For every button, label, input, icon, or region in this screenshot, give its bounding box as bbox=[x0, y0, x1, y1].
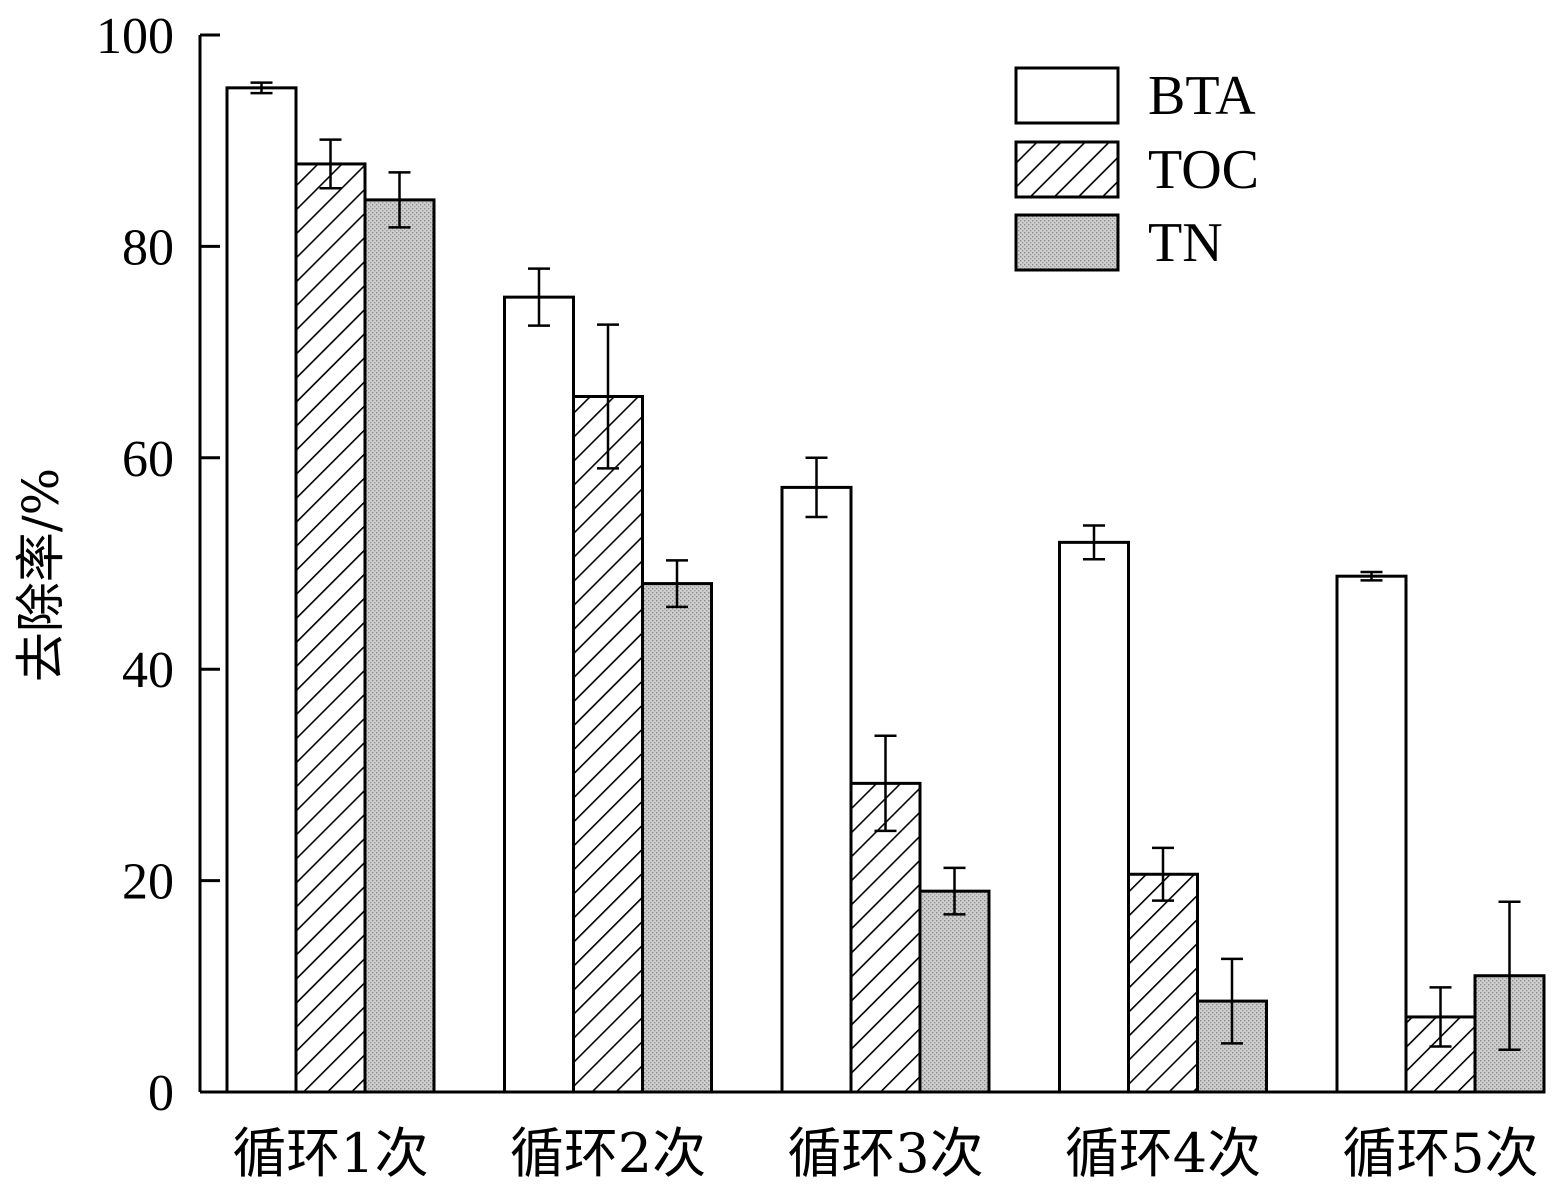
y-tick-label: 80 bbox=[122, 219, 174, 276]
legend-label-bta: BTA bbox=[1148, 65, 1256, 127]
bar-tn-1 bbox=[363, 198, 436, 1094]
bar-toc-1 bbox=[294, 162, 367, 1094]
y-tick-label: 100 bbox=[96, 8, 174, 65]
x-categories-group: 循环1次 循环2次 循环3次 循环4次 循环5次 bbox=[232, 1122, 1538, 1185]
x-category-label: 循环1次 bbox=[232, 1122, 428, 1185]
bar-bta-2 bbox=[503, 295, 575, 1094]
y-tick-label: 20 bbox=[122, 854, 174, 911]
y-ticks-group: 0 20 40 60 80 100 bbox=[96, 8, 220, 1122]
legend-label-toc: TOC bbox=[1148, 139, 1259, 201]
y-tick-label: 40 bbox=[122, 642, 174, 699]
legend-swatch-toc bbox=[1014, 140, 1120, 199]
bar-tn-3 bbox=[918, 889, 991, 1094]
x-category-label: 循环4次 bbox=[1065, 1122, 1261, 1185]
error-bars-group bbox=[250, 81, 1521, 1051]
bar-bta-1 bbox=[225, 86, 298, 1094]
bar-bta-4 bbox=[1058, 540, 1130, 1094]
y-tick-label: 60 bbox=[122, 431, 174, 488]
bar-tn-2 bbox=[641, 582, 713, 1094]
bar-bta-3 bbox=[780, 485, 853, 1094]
x-category-label: 循环3次 bbox=[787, 1122, 983, 1185]
y-axis-label: 去除率/% bbox=[12, 468, 70, 682]
legend-swatch-bta bbox=[1014, 66, 1120, 125]
bar-toc-2 bbox=[572, 394, 644, 1094]
bar-bta-5 bbox=[1335, 574, 1408, 1094]
legend-swatch-tn bbox=[1014, 213, 1120, 272]
legend: BTA TOC TN bbox=[1014, 65, 1259, 274]
legend-label-tn: TN bbox=[1148, 212, 1223, 274]
bars-group bbox=[225, 86, 1546, 1094]
x-category-label: 循环5次 bbox=[1342, 1122, 1538, 1185]
x-category-label: 循环2次 bbox=[510, 1122, 706, 1185]
y-tick-label: 0 bbox=[148, 1065, 174, 1122]
bar-toc-4 bbox=[1127, 872, 1199, 1094]
